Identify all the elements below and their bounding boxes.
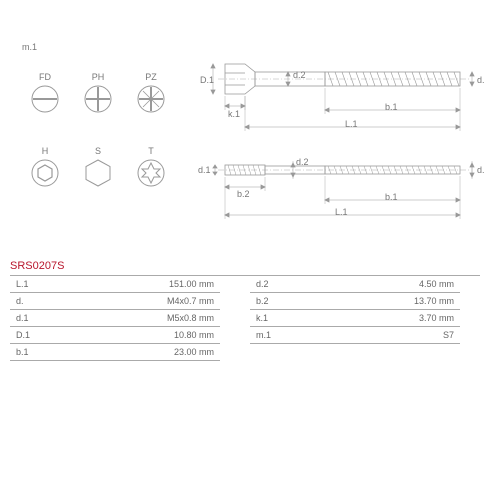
specs-table-right: d.24.50 mm b.213.70 mm k.13.70 mm m.1S7	[250, 276, 460, 344]
drive-s-label: S	[83, 146, 113, 156]
screw-bottom-diagram	[210, 155, 485, 235]
dim-b2: b.2	[237, 189, 250, 199]
h-icon	[30, 158, 60, 188]
dim-d2-top: d.2	[293, 70, 306, 80]
drive-h-label: H	[30, 146, 60, 156]
drive-fd-label: FD	[30, 72, 60, 82]
table-row: b.123.00 mm	[10, 344, 220, 361]
t-icon	[136, 158, 166, 188]
scale-label: m.1	[22, 42, 37, 52]
table-row: b.213.70 mm	[250, 293, 460, 310]
dim-l1-bot: L.1	[335, 207, 348, 217]
part-number: SRS0207S	[10, 260, 64, 272]
dim-l1-top: L.1	[345, 119, 358, 129]
table-row: d.24.50 mm	[250, 276, 460, 293]
ph-icon	[83, 84, 113, 114]
s-icon	[83, 158, 113, 188]
fd-icon	[30, 84, 60, 114]
dim-b1-bot: b.1	[385, 192, 398, 202]
table-row: m.1S7	[250, 327, 460, 344]
dim-d1-cap: D.1	[200, 75, 214, 85]
screw-top-diagram	[210, 50, 485, 150]
dim-d2-bot: d.2	[296, 157, 309, 167]
table-row: k.13.70 mm	[250, 310, 460, 327]
specs-table-left: L.1151.00 mm d.M4x0.7 mm d.1M5x0.8 mm D.…	[10, 276, 220, 361]
dim-d1: d.1	[198, 165, 211, 175]
table-row: L.1151.00 mm	[10, 276, 220, 293]
dim-d-bot: d.	[477, 165, 485, 175]
pz-icon	[136, 84, 166, 114]
table-row: d.1M5x0.8 mm	[10, 310, 220, 327]
table-row: D.110.80 mm	[10, 327, 220, 344]
drive-pz-label: PZ	[136, 72, 166, 82]
table-row: d.M4x0.7 mm	[10, 293, 220, 310]
drive-ph-label: PH	[83, 72, 113, 82]
dim-d-top: d.	[477, 75, 485, 85]
dim-k1: k.1	[228, 109, 240, 119]
drive-t-label: T	[136, 146, 166, 156]
dim-b1-top: b.1	[385, 102, 398, 112]
